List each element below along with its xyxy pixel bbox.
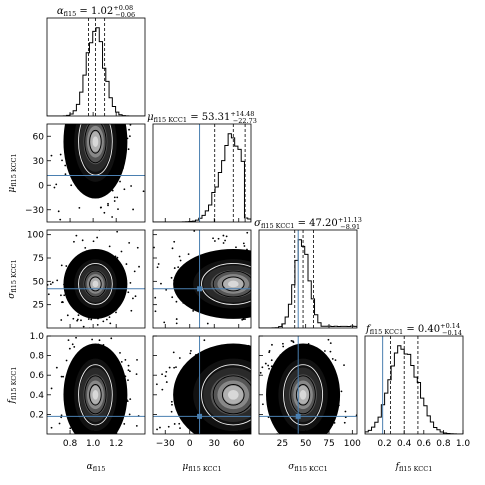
ytick-label-2-2: 75	[33, 254, 44, 264]
xtick-label-3-0: 0.2	[377, 439, 391, 449]
xtick-label-2-1: 50	[300, 439, 312, 449]
panel-title-3: ffl15 KCC1 = 0.40+0.14 −0.14	[365, 322, 462, 337]
xtick-label-0-1: 1.0	[86, 439, 101, 449]
ytick-label-1-3: 60	[33, 132, 45, 142]
density-panel-3-2	[259, 336, 357, 434]
xaxis-label-2: σfl15 KCC1	[288, 462, 328, 473]
hist-step-1	[153, 133, 251, 222]
ytick-label-3-3: 0.8	[30, 352, 45, 362]
xtick-label-1-1: 0	[187, 439, 193, 449]
panel-title-0: αfl15 = 1.02+0.08 −0.06	[57, 4, 135, 19]
ytick-label-2-0: 25	[33, 301, 44, 311]
xtick-label-3-4: 1.0	[456, 439, 471, 449]
density-panel-3-0	[47, 336, 145, 434]
hist-1	[153, 124, 251, 222]
xtick-label-2-3: 100	[344, 439, 361, 449]
hist-step-0	[47, 27, 145, 116]
ytick-label-3-4: 1.0	[30, 332, 45, 342]
xtick-label-0-2: 1.2	[109, 439, 123, 449]
panel-frame-2-2	[258, 229, 358, 329]
xaxis-label-1: μfl15 KCC1	[182, 462, 221, 473]
xtick-label-1-3: 60	[233, 439, 245, 449]
yaxis-label-3: ffl15 KCC1	[7, 367, 18, 405]
panel-title-2: σfl15 KCC1 = 47.20+11.13 −8.91	[254, 216, 362, 231]
density-panel-1-0	[47, 124, 145, 221]
hist-2	[259, 230, 357, 328]
xaxis-label-3: ffl15 KCC1	[395, 462, 433, 473]
xaxis-label-0: αfl15	[87, 462, 106, 473]
ytick-label-3-1: 0.4	[30, 391, 45, 401]
xtick-label-0-0: 0.8	[63, 439, 78, 449]
xtick-label-2-2: 75	[323, 439, 334, 449]
panel-frame-2-0	[46, 229, 146, 329]
ytick-label-3-2: 0.6	[30, 371, 45, 381]
ytick-label-3-0: 0.2	[30, 410, 44, 420]
yaxis-label-2: σfl15 KCC1	[7, 259, 18, 299]
yaxis-label-1: μfl15 KCC1	[7, 153, 18, 192]
ytick-label-1-1: 0	[38, 181, 44, 191]
panel-frame-1-1	[152, 123, 252, 223]
ytick-label-2-3: 100	[27, 231, 44, 241]
xtick-label-3-3: 0.8	[436, 439, 451, 449]
xtick-label-2-0: 25	[277, 439, 288, 449]
panel-frame-0-0	[46, 17, 146, 117]
truth-marker-3-2	[295, 413, 301, 419]
panel-frame-3-2	[258, 335, 358, 435]
density-panel-2-0	[47, 230, 145, 328]
truth-marker-2-1	[197, 286, 203, 292]
xtick-label-3-2: 0.6	[417, 439, 432, 449]
hist-0	[47, 18, 145, 116]
ytick-label-1-2: 30	[33, 157, 45, 167]
xtick-label-1-2: 30	[209, 439, 221, 449]
ytick-label-2-1: 50	[33, 277, 45, 287]
truth-marker-3-1	[197, 413, 203, 419]
density-panel-3-1	[153, 336, 251, 434]
hist-step-3	[365, 345, 463, 434]
xtick-label-3-1: 0.4	[397, 439, 412, 449]
panel-title-1: μfl15 KCC1 = 53.31+14.48 −22.73	[147, 110, 257, 125]
ytick-label-1-0: −30	[25, 206, 44, 216]
hist-3	[365, 336, 463, 434]
panel-frame-1-0	[46, 123, 146, 223]
panel-frame-3-1	[152, 335, 252, 435]
panel-frame-3-0	[46, 335, 146, 435]
panel-frame-3-3	[364, 335, 464, 435]
density-panel-2-1	[153, 230, 251, 328]
panel-frame-2-1	[152, 229, 252, 329]
hist-step-2	[259, 239, 357, 328]
xtick-label-1-0: −30	[156, 439, 175, 449]
